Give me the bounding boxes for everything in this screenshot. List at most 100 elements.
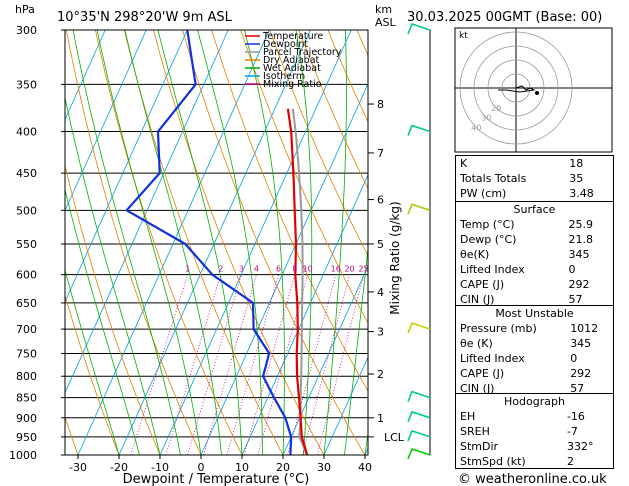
- temperature-tick-label: -20: [110, 461, 128, 474]
- isotherm-line: [65, 30, 188, 303]
- index-row: SREH -7: [456, 424, 613, 439]
- pressure-tick-label: 300: [16, 24, 37, 37]
- pressure-tick-label: 400: [16, 126, 37, 139]
- dry-adiabat-line: [619, 30, 629, 455]
- wet-adiabat-line: [65, 188, 140, 455]
- surface-table: Surface Temp (°C) 25.9 Dewp (°C) 21.8 θe(K…: [456, 202, 613, 307]
- mixing-ratio-label: 25: [359, 265, 369, 274]
- index-label: K: [460, 157, 468, 170]
- mixing-ratio-line: [243, 274, 296, 455]
- index-label: Temp (°C): [460, 218, 515, 231]
- wet-adiabat-line: [96, 30, 202, 455]
- most-unstable-table: Most Unstable Pressure (mb) 1012 θe (K) 34…: [456, 306, 613, 396]
- index-value: 18: [569, 157, 584, 170]
- dry-adiabat-line: [211, 30, 368, 392]
- dry-adiabat-line: [240, 30, 368, 324]
- index-row: Dewp (°C) 21.8: [456, 232, 613, 247]
- index-label: CIN (J): [460, 382, 495, 395]
- mixing-ratio-label: 1: [185, 265, 190, 274]
- mixing-ratio-label: 3: [239, 265, 244, 274]
- index-value: -16: [566, 410, 585, 423]
- mixing-ratio-label: 16: [331, 265, 341, 274]
- dry-adiabat-line: [65, 164, 161, 455]
- wind-barb-icon: [407, 124, 431, 136]
- isotherm-line: [241, 174, 368, 455]
- dry-adiabat-line: [65, 30, 202, 455]
- pressure-tick-label: 850: [16, 392, 37, 405]
- index-label: CAPE (J): [460, 367, 505, 380]
- height-tick-label: 4: [377, 286, 384, 299]
- index-row: EH -16: [456, 409, 613, 424]
- index-value: 0: [568, 263, 576, 276]
- height-tick-label: 1: [377, 412, 384, 425]
- isotherm-line: [65, 30, 147, 212]
- index-value: 21.8: [568, 233, 594, 246]
- index-value: 292: [568, 278, 590, 291]
- copyright: © weatheronline.co.uk: [458, 472, 607, 486]
- isotherm-line: [282, 265, 368, 455]
- wet-adiabat-line: [72, 30, 181, 455]
- hpa-unit-label: hPa: [15, 3, 35, 16]
- height-tick-label: 8: [377, 98, 384, 111]
- profile-lines: [125, 30, 309, 455]
- hodograph-ring: [487, 59, 545, 117]
- mixing-ratio-label: 8: [292, 265, 297, 274]
- height-tick-label: 3: [377, 326, 384, 339]
- hodograph-indices-table: Hodograph EH -16 SREH -7 StmDir 332° StmSpd…: [456, 394, 613, 469]
- hodograph-ring-label: 30: [481, 114, 491, 123]
- index-label: PW (cm): [460, 187, 507, 200]
- wind-barb-icon: [407, 390, 431, 402]
- temperature-tick-label: -30: [69, 461, 87, 474]
- isotherm-line: [77, 30, 270, 455]
- wet-adiabat-line: [295, 30, 313, 455]
- pressure-tick-label: 550: [16, 238, 37, 251]
- mixing-ratio-line: [187, 274, 242, 455]
- index-label: Lifted Index: [460, 263, 525, 276]
- temperature-tick-label: 40: [358, 461, 372, 474]
- km-unit-label: km: [375, 3, 392, 16]
- axes: 3003504004505005506006507007508008509009…: [9, 24, 372, 474]
- temperature-tick-label: 10: [235, 461, 249, 474]
- mixing-ratio-label: 6: [276, 265, 281, 274]
- temperature-tick-label: 20: [276, 461, 290, 474]
- wet-adiabat-line: [197, 30, 263, 455]
- legend-label: Isotherm: [263, 71, 305, 82]
- mixing-ratio-label: 10: [303, 265, 313, 274]
- index-label: Pressure (mb): [460, 322, 537, 335]
- index-value: 1012: [570, 322, 599, 335]
- hodograph-unit-label: kt: [459, 31, 468, 41]
- mixing-ratio-line: [316, 274, 365, 455]
- dry-adiabat-line: [298, 30, 368, 190]
- hodograph-trace: [498, 85, 536, 93]
- dry-adiabat-line: [95, 30, 243, 455]
- index-value: 345: [568, 248, 590, 261]
- index-value: 332°: [566, 440, 594, 453]
- index-row: Pressure (mb) 1012: [456, 321, 613, 336]
- wet-adiabat-line: [244, 30, 285, 455]
- hodograph-ring-label: 40: [471, 124, 481, 133]
- wind-barb-icon: [407, 429, 431, 442]
- hodograph-ring: [473, 45, 559, 131]
- wet-adiabat-line: [344, 244, 368, 455]
- index-label: Totals Totals: [460, 172, 527, 185]
- hodograph-indices-title: Hodograph: [504, 395, 565, 408]
- index-value: 292: [570, 367, 592, 380]
- legend-label: Temperature: [262, 31, 323, 42]
- index-value: 3.48: [569, 187, 594, 200]
- wet-adiabat-line: [65, 268, 120, 455]
- legend-label: Dewpoint: [263, 39, 308, 50]
- mixing-ratio-label: 4: [254, 265, 259, 274]
- index-row: StmSpd (kt) 2: [456, 454, 613, 469]
- index-value: 35: [569, 172, 584, 185]
- wind-barb-icon: [407, 448, 431, 460]
- most-unstable-box: Most Unstable Pressure (mb) 1012 θe (K) 34…: [455, 305, 614, 395]
- index-row: θe(K) 345: [456, 247, 613, 262]
- mixing-ratio-line: [301, 274, 350, 455]
- mixing-ratio-label: 20: [344, 265, 354, 274]
- pressure-tick-label: 750: [16, 347, 37, 360]
- dry-adiabat-line: [269, 30, 368, 257]
- index-label: StmDir: [460, 440, 499, 453]
- index-value: 345: [570, 337, 592, 350]
